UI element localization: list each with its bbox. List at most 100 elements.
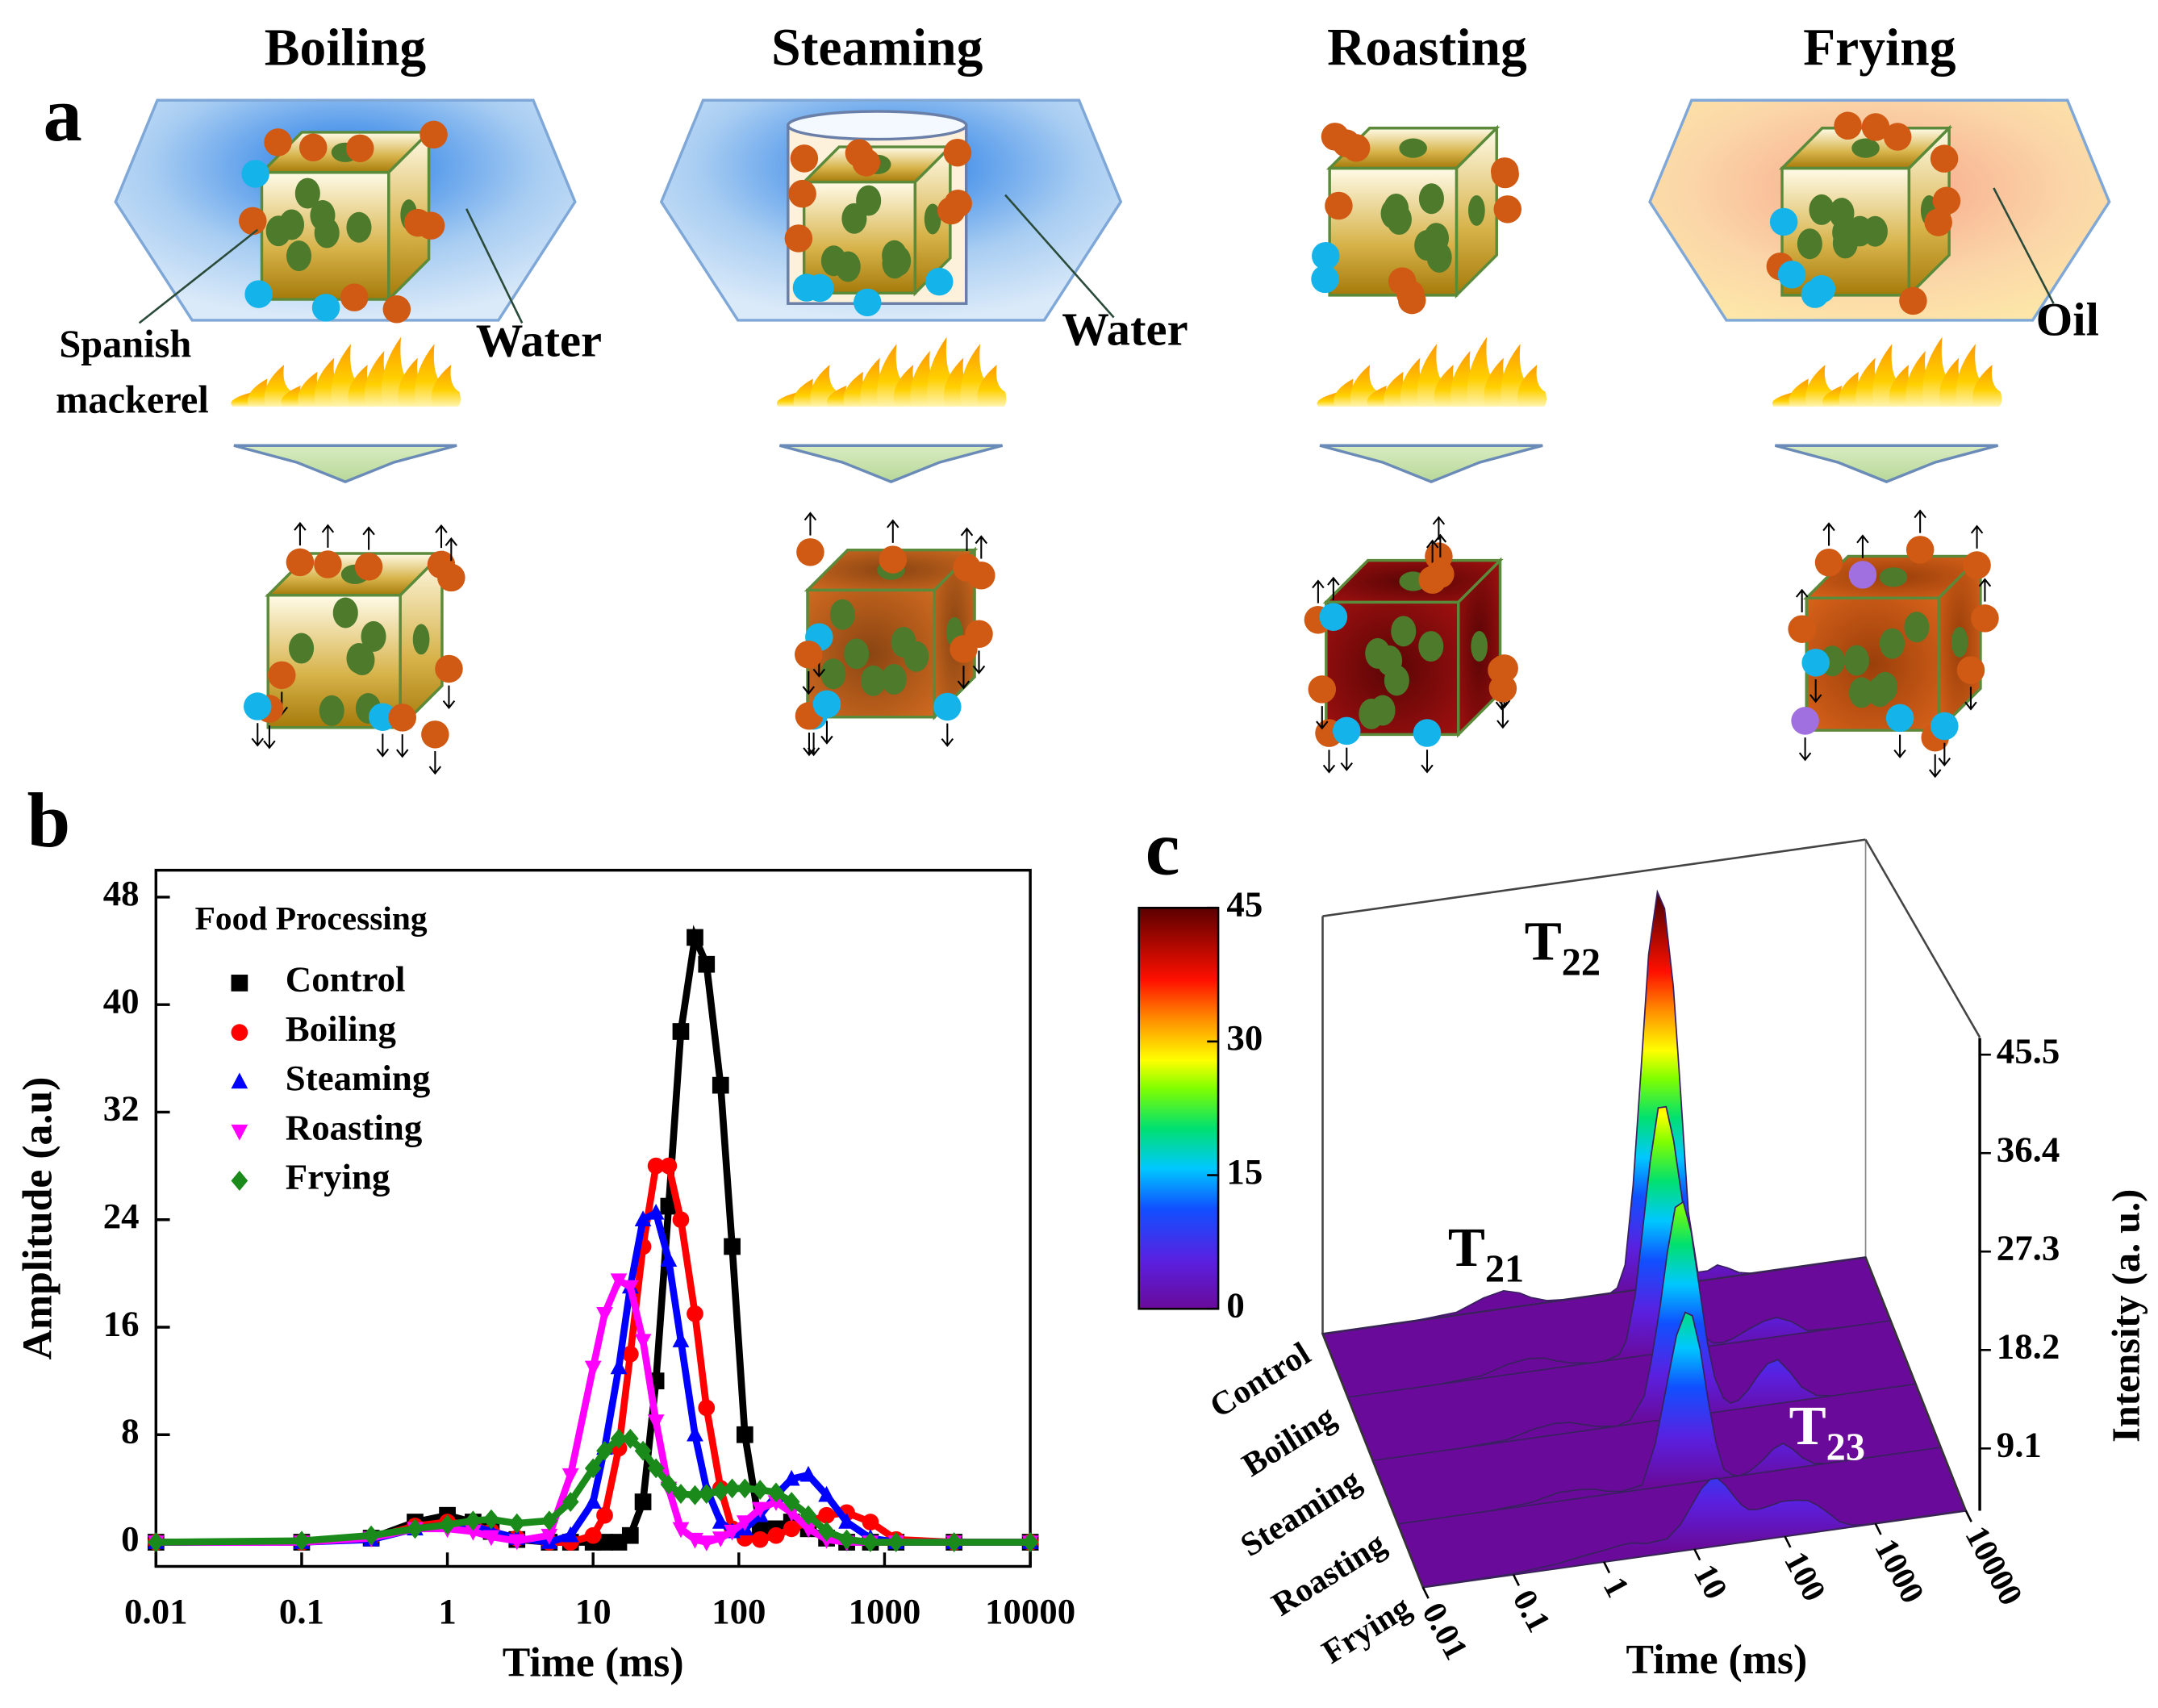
process-arrow xyxy=(233,444,457,483)
green-dot xyxy=(286,240,312,272)
x-tick-label: 1000 xyxy=(849,1591,921,1631)
marker xyxy=(293,1531,311,1551)
solute-dot xyxy=(1931,712,1959,741)
axis-wall xyxy=(1322,838,1866,917)
surface-ribbon xyxy=(1372,1201,1916,1462)
marker xyxy=(672,1211,690,1229)
marker xyxy=(736,1478,753,1499)
leader-line xyxy=(138,228,259,324)
marker xyxy=(783,1469,800,1486)
solute-dot xyxy=(1883,123,1912,151)
migration-arrow xyxy=(1316,706,1329,730)
solute-dot xyxy=(1777,261,1806,289)
marker xyxy=(724,1478,741,1499)
y-tick-label: 16 xyxy=(103,1303,140,1343)
solute-dot xyxy=(1930,144,1959,173)
solute-dot xyxy=(1319,603,1348,631)
migration-arrow xyxy=(1312,579,1325,603)
solute-dot xyxy=(1801,649,1830,677)
migration-arrow xyxy=(972,650,986,674)
green-dot xyxy=(1951,626,1968,658)
x-tick-label: 10 xyxy=(1687,1558,1735,1605)
solute-dot xyxy=(1308,675,1337,704)
marker xyxy=(687,929,703,946)
z-tick-label: 36.4 xyxy=(1997,1130,2060,1170)
solute-dot xyxy=(1932,186,1961,215)
leader-line xyxy=(1993,187,2055,304)
peak-annotation: T21 xyxy=(1448,1216,1524,1290)
green-dot xyxy=(1843,645,1869,676)
marker xyxy=(508,1534,526,1551)
panel-label: a xyxy=(44,71,82,157)
solute-dot xyxy=(1426,560,1455,588)
marker xyxy=(508,1513,526,1534)
medium-label: Oil xyxy=(2036,294,2099,346)
green-dot xyxy=(1418,183,1444,215)
migration-arrow xyxy=(1434,533,1447,558)
migration-arrow xyxy=(251,723,264,747)
marker xyxy=(698,1535,716,1551)
marker xyxy=(712,1076,729,1094)
marker xyxy=(660,1197,678,1215)
solute-dot xyxy=(853,288,882,317)
marker xyxy=(621,1428,639,1449)
marker xyxy=(724,1238,741,1255)
migration-arrow xyxy=(435,524,448,549)
solute-dot xyxy=(346,134,374,163)
green-dot xyxy=(319,695,344,726)
steamer-lid xyxy=(787,110,968,141)
medium-label: Water xyxy=(1062,303,1188,356)
marker xyxy=(783,1492,800,1512)
solute-dot xyxy=(419,120,448,149)
migration-arrow xyxy=(445,537,458,562)
migration-arrow xyxy=(1938,742,1951,766)
green-dot xyxy=(346,211,372,243)
flame xyxy=(1517,365,1547,407)
marker xyxy=(634,1493,652,1510)
marker xyxy=(231,1072,248,1089)
solute-dot xyxy=(340,283,369,311)
solute-dot xyxy=(1490,157,1519,186)
surface-ribbon xyxy=(1397,1311,1941,1525)
green-dot xyxy=(1832,217,1858,248)
x-tick-label: 1 xyxy=(438,1591,456,1631)
marker xyxy=(672,1023,690,1040)
migration-arrow xyxy=(957,666,970,690)
green-dot xyxy=(1384,193,1409,224)
process-arrow xyxy=(779,444,1004,483)
solute-dot xyxy=(1885,704,1914,733)
marker xyxy=(482,1509,500,1530)
migration-arrow xyxy=(1496,704,1509,729)
legend-label: Boiling xyxy=(286,1009,396,1049)
migration-arrow xyxy=(960,527,974,551)
x-tick-label: 100 xyxy=(712,1591,766,1631)
cube xyxy=(1788,509,1999,779)
solute-dot xyxy=(264,128,292,157)
medium-label: Water xyxy=(476,314,602,366)
marker xyxy=(231,1124,248,1141)
migration-arrow xyxy=(941,723,954,747)
annotation-main: T xyxy=(1789,1394,1826,1456)
marker xyxy=(672,1484,690,1504)
solute-dot xyxy=(806,274,834,303)
method-title: Boiling xyxy=(265,19,427,77)
migration-arrow xyxy=(396,734,409,758)
marker xyxy=(610,1428,628,1449)
method-title: Steaming xyxy=(771,19,983,77)
solute-dot xyxy=(1971,604,1999,633)
marker xyxy=(439,1514,456,1535)
marker xyxy=(584,1526,602,1544)
green-dot xyxy=(1809,194,1835,225)
solute-dot xyxy=(1769,207,1798,236)
migration-arrow xyxy=(1964,687,1977,711)
y-tick-label: 8 xyxy=(121,1411,139,1451)
marker xyxy=(698,1399,716,1417)
x-tick-label: 10 xyxy=(575,1591,612,1631)
green-dot xyxy=(820,658,846,690)
legend-label: Roasting xyxy=(286,1107,422,1147)
green-dot xyxy=(361,620,386,652)
marker xyxy=(698,955,716,973)
marker xyxy=(621,1526,639,1544)
y-tick-label: 0 xyxy=(121,1518,139,1559)
flame xyxy=(431,365,461,407)
